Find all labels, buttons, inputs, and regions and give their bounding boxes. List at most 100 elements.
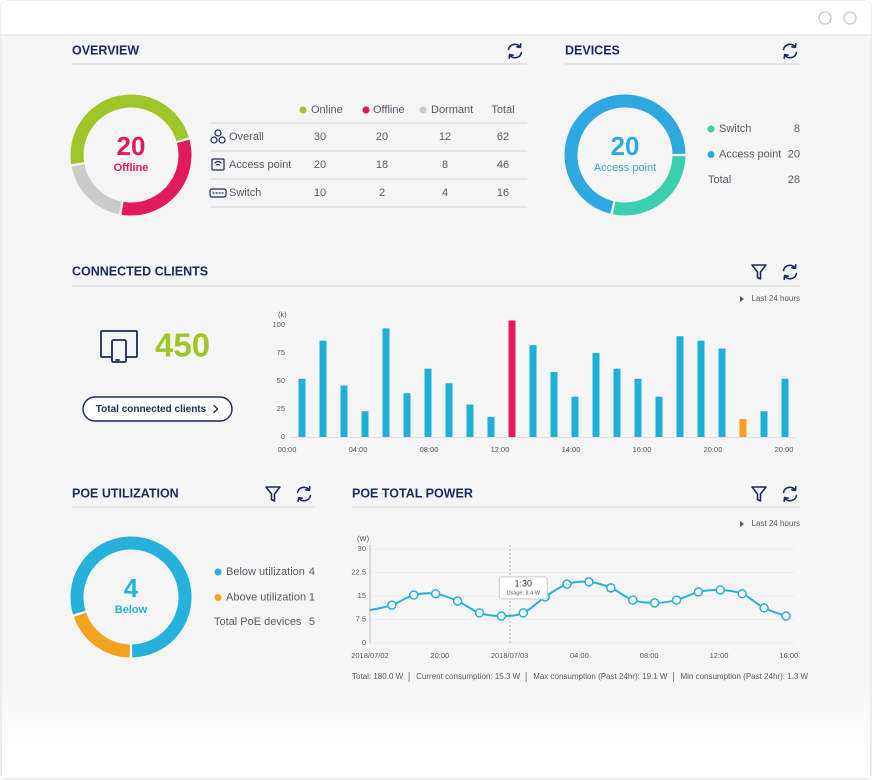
cell: 46: [497, 159, 509, 171]
cell: 18: [376, 159, 388, 171]
center-value: 20: [117, 131, 146, 161]
cell: 10: [314, 187, 326, 199]
point: [518, 608, 529, 618]
legend-label: Switch: [719, 123, 751, 135]
point: [474, 608, 485, 618]
section-title: CONNECTED CLIENTS: [72, 264, 208, 278]
bar: [403, 393, 411, 437]
footer-item: Total: 180.0 W: [352, 672, 404, 681]
x-tick-label: 2018/07/03: [491, 651, 529, 660]
section-title: OVERVIEW: [72, 43, 139, 57]
legend-dot: [419, 106, 427, 114]
point: [409, 590, 419, 600]
donut-segment: [612, 155, 686, 216]
point: [430, 589, 441, 599]
legend-dot: [707, 125, 715, 133]
donut-segment: [564, 94, 686, 214]
point: [606, 583, 616, 593]
point: [584, 577, 594, 587]
legend-dot: [362, 106, 370, 114]
legend-value: 1: [309, 591, 315, 603]
x-tick-label: 16:00: [779, 651, 798, 660]
bar: [466, 404, 474, 437]
cell: 20: [314, 159, 326, 171]
range-arrow: [740, 521, 744, 527]
total-value: 5: [309, 616, 315, 628]
y-tick-label: 75: [277, 348, 285, 357]
bar: [487, 416, 495, 437]
cell: 16: [497, 187, 509, 199]
center-value: 4: [124, 573, 139, 603]
x-tick-label: 08:00: [420, 445, 439, 454]
tooltip-time: 1:30: [514, 578, 532, 588]
legend-label: Below utilization: [226, 566, 305, 578]
point: [759, 603, 769, 613]
column-header: Offline: [373, 104, 405, 116]
x-tick-label: 12:00: [710, 651, 729, 660]
column-header: Dormant: [431, 104, 473, 116]
bar: [676, 336, 684, 437]
legend-value: 8: [794, 123, 800, 135]
point: [693, 587, 704, 597]
donut-segment: [121, 139, 192, 216]
bar: [718, 348, 726, 437]
legend-dot: [707, 151, 715, 158]
cell: 20: [376, 131, 388, 143]
range-arrow: [740, 296, 744, 302]
cell: 4: [442, 187, 448, 199]
bar: [592, 353, 600, 437]
cell: 8: [442, 159, 448, 171]
x-tick-label: 2018/07/02: [351, 651, 389, 660]
title-bar: [1, 1, 871, 35]
x-tick-label: 20:00: [775, 445, 794, 454]
donut-segment: [73, 612, 131, 658]
center-label: Below: [115, 604, 148, 616]
point: [737, 589, 747, 599]
bar: [319, 340, 327, 437]
legend-label: Above utilization: [226, 591, 306, 603]
section-title: POE TOTAL POWER: [352, 486, 473, 500]
row-label: Switch: [229, 187, 261, 199]
bar: [382, 328, 390, 437]
bar: [571, 396, 579, 437]
column-header: Online: [311, 104, 343, 116]
point: [627, 595, 638, 605]
footer-item: Current consumption: 15.3 W: [416, 672, 520, 681]
bar: [508, 320, 516, 437]
range-label: Last 24 hours: [752, 519, 800, 528]
chevron: [213, 404, 219, 414]
cell: 12: [439, 131, 451, 143]
bar: [529, 345, 537, 437]
donut-segment: [70, 536, 192, 658]
tooltip: [498, 576, 548, 600]
clients-button[interactable]: [82, 396, 233, 422]
fade: [2, 690, 870, 778]
section-title: POE UTILIZATION: [72, 486, 179, 500]
x-tick-label: 08:00: [640, 651, 659, 660]
bar: [697, 340, 705, 437]
cell: 62: [497, 131, 509, 143]
y-tick-label: 22.5: [351, 567, 366, 576]
bar: [739, 419, 747, 437]
legend-dot: [299, 106, 307, 114]
device-icons: [209, 129, 227, 198]
donut-segment: [70, 94, 189, 165]
window-button[interactable]: [818, 11, 832, 25]
y-tick-label: 0: [281, 432, 285, 441]
window-button[interactable]: [843, 11, 857, 25]
bar: [424, 368, 432, 437]
point: [671, 595, 682, 605]
bar: [655, 396, 663, 437]
point: [781, 611, 791, 621]
x-tick-label: 00:00: [278, 445, 297, 454]
legend-value: 4: [309, 566, 315, 578]
y-unit: (W): [357, 534, 370, 543]
bar: [760, 411, 768, 437]
bar: [613, 368, 621, 437]
x-tick-label: 20:00: [704, 445, 723, 454]
x-tick-label: 04:00: [570, 651, 589, 660]
bar: [361, 411, 369, 437]
row-label: Access point: [229, 159, 291, 171]
